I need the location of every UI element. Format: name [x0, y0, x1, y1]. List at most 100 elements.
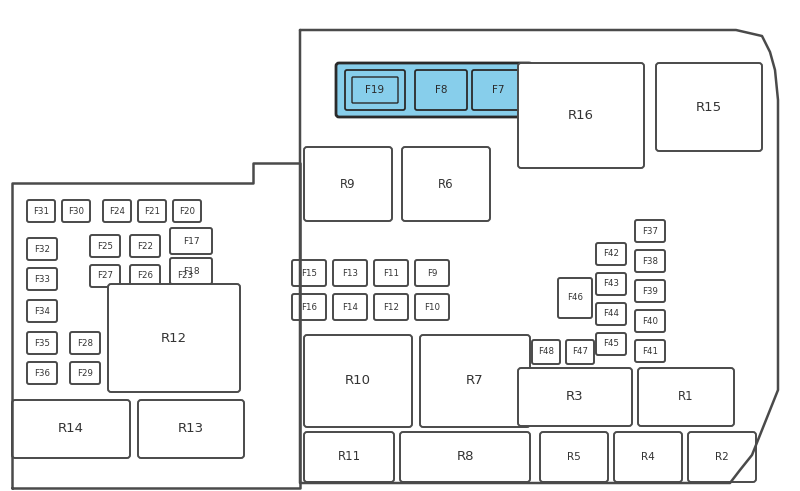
Text: F18: F18 — [182, 267, 199, 275]
Text: F21: F21 — [144, 207, 160, 216]
Text: F42: F42 — [603, 249, 619, 258]
FancyBboxPatch shape — [103, 200, 131, 222]
Text: F30: F30 — [68, 207, 84, 216]
Text: R10: R10 — [345, 375, 371, 387]
FancyBboxPatch shape — [138, 400, 244, 458]
Text: F26: F26 — [137, 272, 153, 280]
Text: F48: F48 — [538, 348, 554, 356]
FancyBboxPatch shape — [90, 235, 120, 257]
Text: F12: F12 — [383, 302, 399, 311]
FancyBboxPatch shape — [540, 432, 608, 482]
FancyBboxPatch shape — [27, 200, 55, 222]
Text: F8: F8 — [434, 85, 447, 95]
FancyBboxPatch shape — [27, 268, 57, 290]
FancyBboxPatch shape — [90, 265, 120, 287]
Text: F28: F28 — [77, 338, 93, 348]
FancyBboxPatch shape — [304, 335, 412, 427]
Text: F40: F40 — [642, 317, 658, 326]
FancyBboxPatch shape — [596, 273, 626, 295]
Text: F46: F46 — [567, 294, 583, 302]
FancyBboxPatch shape — [472, 70, 524, 110]
FancyBboxPatch shape — [292, 294, 326, 320]
FancyBboxPatch shape — [62, 200, 90, 222]
Text: F15: F15 — [301, 269, 317, 277]
Text: F37: F37 — [642, 226, 658, 236]
Text: F20: F20 — [179, 207, 195, 216]
Text: F44: F44 — [603, 309, 619, 319]
FancyBboxPatch shape — [596, 243, 626, 265]
FancyBboxPatch shape — [27, 238, 57, 260]
FancyBboxPatch shape — [138, 200, 166, 222]
Text: R4: R4 — [641, 452, 655, 462]
Text: F16: F16 — [301, 302, 317, 311]
FancyBboxPatch shape — [688, 432, 756, 482]
Text: R2: R2 — [715, 452, 729, 462]
FancyBboxPatch shape — [566, 340, 594, 364]
FancyBboxPatch shape — [70, 362, 100, 384]
FancyBboxPatch shape — [415, 294, 449, 320]
Text: R14: R14 — [58, 422, 84, 436]
Text: F13: F13 — [342, 269, 358, 277]
FancyBboxPatch shape — [374, 294, 408, 320]
Text: F25: F25 — [97, 242, 113, 250]
FancyBboxPatch shape — [12, 400, 130, 458]
Text: R12: R12 — [161, 331, 187, 345]
FancyBboxPatch shape — [170, 265, 200, 287]
FancyBboxPatch shape — [345, 70, 405, 110]
FancyBboxPatch shape — [638, 368, 734, 426]
FancyBboxPatch shape — [304, 147, 392, 221]
Text: F45: F45 — [603, 339, 619, 349]
FancyBboxPatch shape — [596, 303, 626, 325]
FancyBboxPatch shape — [400, 432, 530, 482]
FancyBboxPatch shape — [108, 284, 240, 392]
FancyBboxPatch shape — [415, 260, 449, 286]
Text: R16: R16 — [568, 109, 594, 122]
FancyBboxPatch shape — [27, 332, 57, 354]
FancyBboxPatch shape — [518, 63, 644, 168]
Text: R1: R1 — [678, 390, 694, 404]
Text: F43: F43 — [603, 279, 619, 289]
FancyBboxPatch shape — [532, 340, 560, 364]
Text: F35: F35 — [34, 338, 50, 348]
Text: F32: F32 — [34, 245, 50, 253]
Text: F33: F33 — [34, 274, 50, 283]
FancyBboxPatch shape — [70, 332, 100, 354]
FancyBboxPatch shape — [374, 260, 408, 286]
FancyBboxPatch shape — [558, 278, 592, 318]
FancyBboxPatch shape — [27, 362, 57, 384]
FancyBboxPatch shape — [402, 147, 490, 221]
Text: R8: R8 — [456, 451, 474, 464]
Text: R15: R15 — [696, 101, 722, 113]
FancyBboxPatch shape — [27, 300, 57, 322]
FancyBboxPatch shape — [656, 63, 762, 151]
FancyBboxPatch shape — [415, 70, 467, 110]
FancyBboxPatch shape — [304, 432, 394, 482]
Text: F36: F36 — [34, 369, 50, 378]
Text: R5: R5 — [567, 452, 581, 462]
Text: F24: F24 — [109, 207, 125, 216]
Text: F23: F23 — [177, 272, 193, 280]
Text: F9: F9 — [427, 269, 437, 277]
Text: F41: F41 — [642, 347, 658, 355]
Text: R11: R11 — [338, 451, 361, 464]
Text: F22: F22 — [137, 242, 153, 250]
Text: R3: R3 — [566, 390, 584, 404]
FancyBboxPatch shape — [170, 258, 212, 284]
Text: F11: F11 — [383, 269, 399, 277]
FancyBboxPatch shape — [352, 77, 398, 103]
FancyBboxPatch shape — [170, 228, 212, 254]
FancyBboxPatch shape — [420, 335, 530, 427]
FancyBboxPatch shape — [635, 280, 665, 302]
FancyBboxPatch shape — [173, 200, 201, 222]
Text: F10: F10 — [424, 302, 440, 311]
Text: R9: R9 — [340, 178, 356, 191]
Text: F29: F29 — [77, 369, 93, 378]
Text: F39: F39 — [642, 287, 658, 296]
FancyBboxPatch shape — [333, 294, 367, 320]
Text: F19: F19 — [366, 85, 385, 95]
FancyBboxPatch shape — [635, 250, 665, 272]
FancyBboxPatch shape — [596, 333, 626, 355]
Text: F34: F34 — [34, 306, 50, 316]
Text: R7: R7 — [466, 375, 484, 387]
Text: F7: F7 — [492, 85, 504, 95]
